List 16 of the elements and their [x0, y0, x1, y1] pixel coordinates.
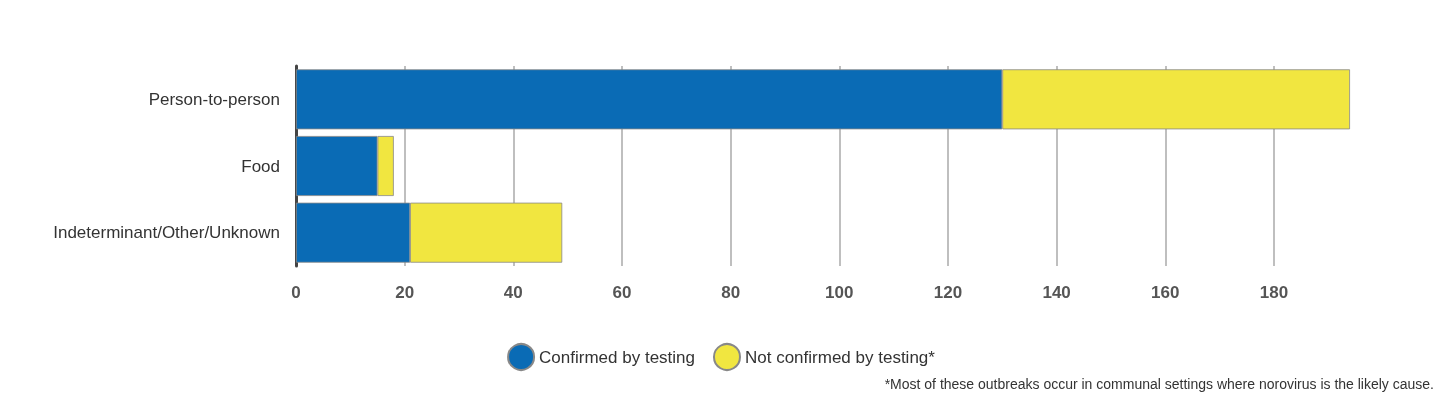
x-tick-label: 60	[612, 283, 632, 302]
x-tick-label: 0	[291, 283, 301, 302]
y-tick-label: Food	[241, 156, 280, 176]
x-tick-label: 100	[825, 283, 854, 302]
y-tick-label: Indeterminant/Other/Unknown	[53, 223, 280, 243]
legend-label: Not confirmed by testing*	[744, 347, 936, 367]
x-tick-label: 40	[503, 283, 523, 302]
text: *Most of these outbreaks occur in communal settings where norovirus is the likely cause.	[884, 376, 1435, 392]
x-tick-label: 120	[933, 283, 963, 302]
x-tick-label: 80	[721, 283, 741, 302]
legend-label: Confirmed by testing	[539, 347, 695, 367]
x-tick-label: 160	[1151, 283, 1180, 302]
x-tick-label: 180	[1259, 283, 1289, 302]
y-tick-label: Person-to-person	[148, 89, 280, 109]
x-tick-label: 20	[395, 283, 415, 302]
x-tick-label: 140	[1042, 283, 1071, 302]
